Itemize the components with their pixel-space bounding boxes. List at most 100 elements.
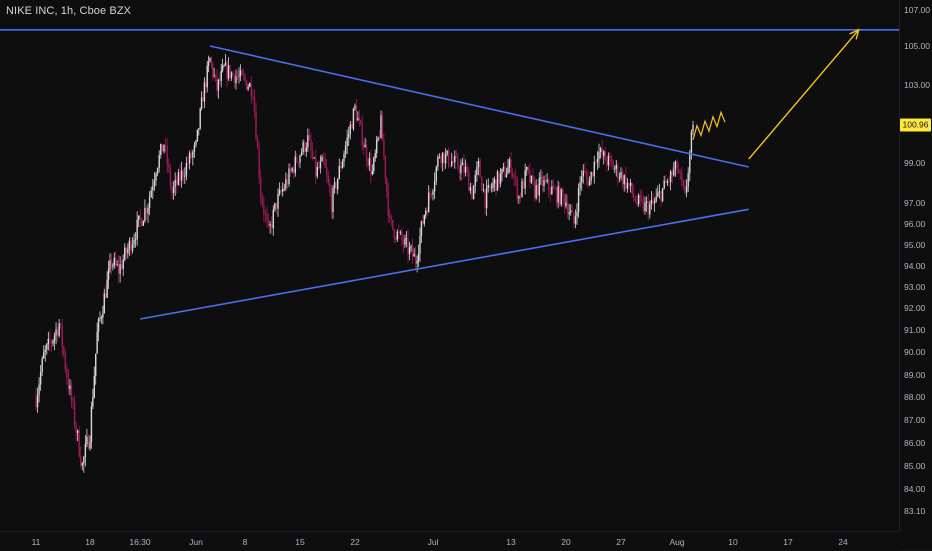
candle-body	[285, 179, 287, 189]
price-tick-label: 92.00	[904, 303, 926, 313]
candle-body	[669, 171, 672, 183]
candle-body	[256, 138, 259, 149]
candle-body	[466, 166, 468, 172]
candle-body	[272, 209, 274, 229]
candle-body	[641, 197, 643, 200]
candle-body	[38, 384, 40, 395]
time-tick-label: 13	[506, 537, 516, 547]
candle-body	[423, 215, 426, 224]
candle-body	[267, 220, 270, 226]
time-tick-label: 11	[31, 537, 41, 547]
candle-body	[368, 158, 371, 166]
candle-body	[316, 166, 318, 177]
candle-body	[566, 202, 569, 215]
candle-body	[212, 63, 214, 76]
candle-body	[533, 180, 536, 198]
candle-body	[348, 134, 350, 138]
candle-body	[193, 144, 196, 152]
candles-group	[35, 53, 694, 473]
candle-body	[161, 144, 164, 152]
candle-body	[97, 318, 100, 332]
price-tick-label: 87.00	[904, 415, 926, 425]
candle-body	[125, 247, 128, 254]
candle-body	[195, 140, 197, 145]
candle-body	[438, 156, 441, 158]
candle-body	[518, 196, 520, 199]
candle-body	[305, 147, 307, 152]
time-tick-label: 16:30	[129, 537, 151, 547]
candle-body	[524, 170, 526, 189]
symbol-title[interactable]: NIKE INC, 1h, Cboe BZX	[6, 5, 132, 17]
candle-body	[166, 145, 168, 165]
candle-body	[169, 167, 172, 186]
candle-body	[573, 212, 575, 224]
candle-body	[449, 165, 451, 167]
candle-body	[142, 221, 145, 226]
candle-body	[53, 335, 56, 341]
price-tick-label: 95.00	[904, 240, 926, 250]
candle-body	[326, 167, 328, 176]
candle-body	[296, 156, 298, 163]
price-tick-label: 103.00	[904, 80, 930, 90]
candle-body	[145, 208, 148, 214]
candle-body	[645, 201, 648, 203]
plot-area[interactable]	[0, 0, 899, 531]
candle-body	[644, 202, 646, 212]
candle-body	[411, 245, 414, 257]
candle-body	[329, 183, 331, 193]
candle-body	[649, 203, 651, 215]
candle-body	[637, 195, 640, 205]
candle-body	[499, 173, 502, 184]
candle-body	[70, 385, 73, 402]
candle-body	[614, 168, 616, 170]
candle-body	[322, 157, 325, 159]
candle-body	[64, 353, 67, 369]
candle-body	[124, 247, 126, 260]
candle-body	[335, 182, 337, 190]
candle-body	[609, 155, 611, 159]
candle-body	[440, 156, 442, 163]
candle-body	[405, 238, 408, 239]
candle-body	[327, 175, 329, 184]
candle-body	[69, 385, 71, 390]
candle-body	[530, 175, 533, 183]
candle-body	[86, 436, 88, 445]
candle-body	[560, 189, 562, 205]
candle-body	[202, 97, 204, 102]
candle-body	[650, 199, 653, 204]
candle-body	[444, 154, 447, 164]
candle-body	[221, 66, 224, 71]
candle-body	[426, 210, 428, 213]
candle-body	[280, 189, 282, 192]
candle-body	[413, 253, 415, 257]
time-tick-label: 24	[838, 537, 848, 547]
candle-body	[128, 240, 131, 249]
candle-body	[310, 139, 312, 151]
candle-body	[685, 186, 688, 193]
time-scale[interactable]: 11 18 16:30 Jun 8 15 22 Jul 13 20 27 Aug 10 17 24	[0, 531, 899, 551]
candle-body	[420, 221, 423, 236]
candle-body	[562, 189, 564, 197]
candle-body	[249, 83, 251, 87]
candle-body	[559, 186, 561, 205]
candle-body	[288, 168, 290, 185]
candle-body	[133, 239, 135, 244]
candle-body	[492, 183, 494, 188]
candle-body	[482, 189, 485, 191]
candle-body	[666, 181, 669, 184]
candle-body	[313, 157, 315, 159]
candle-body	[87, 436, 90, 449]
candle-body	[663, 180, 665, 189]
candle-body	[671, 171, 673, 176]
candle-body	[469, 187, 472, 191]
candle-body	[610, 158, 613, 163]
candle-body	[242, 74, 245, 77]
candle-body	[93, 375, 95, 398]
candle-body	[90, 406, 93, 442]
candle-body	[236, 76, 239, 78]
price-scale[interactable]: 107.00 105.00 103.00 99.00 97.00 96.00 95.00 94…	[899, 0, 932, 531]
candle-body	[214, 74, 217, 76]
candle-body	[41, 358, 43, 373]
price-tick-label: 90.00	[904, 347, 926, 357]
